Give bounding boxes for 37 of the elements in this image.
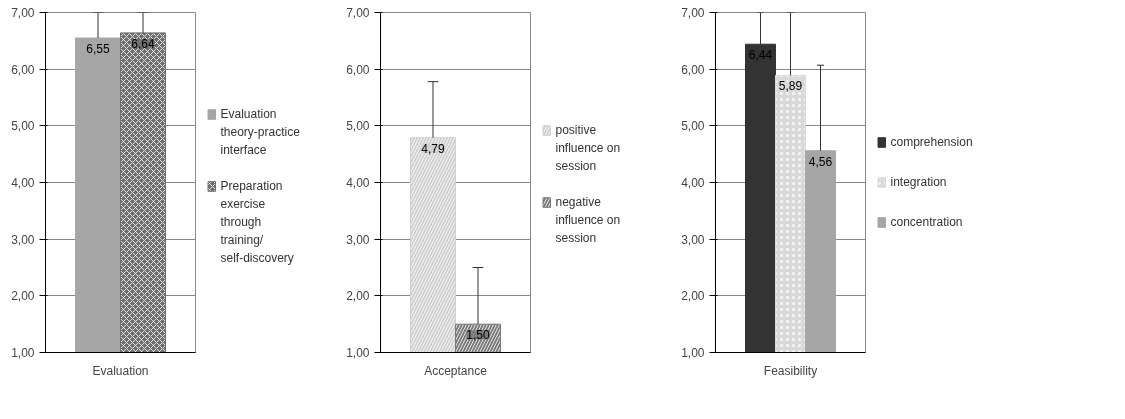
y-tick-label: 6,00 bbox=[681, 62, 705, 77]
y-tick-label: 7,00 bbox=[681, 6, 705, 20]
y-tick-label: 2,00 bbox=[681, 289, 705, 304]
y-tick-label: 6,00 bbox=[346, 62, 370, 77]
data-label: 4,79 bbox=[421, 141, 445, 156]
y-tick-label: 4,00 bbox=[11, 176, 35, 190]
legend-label: Preparation exercise through training/ self-discovery bbox=[220, 178, 294, 266]
y-tick-label: 1,00 bbox=[346, 346, 370, 360]
legend-label: Evaluation theory-practice interface bbox=[220, 106, 301, 157]
y-tick-label: 2,00 bbox=[11, 289, 35, 304]
x-tick-label: Feasibility bbox=[763, 363, 818, 378]
y-tick-label: 2,00 bbox=[346, 289, 370, 304]
y-tick-label: 6,00 bbox=[11, 62, 35, 77]
y-tick-label: 1,00 bbox=[11, 346, 35, 360]
y-tick-label: 4,00 bbox=[346, 176, 370, 190]
y-tick-label: 7,00 bbox=[346, 6, 370, 20]
x-tick-label: Evaluation bbox=[92, 363, 149, 378]
data-label: 4,56 bbox=[808, 154, 833, 169]
y-tick-label: 3,00 bbox=[681, 232, 705, 247]
x-tick-label: Acceptance bbox=[424, 363, 488, 378]
y-tick-label: 3,00 bbox=[346, 232, 370, 247]
y-tick-label: 5,00 bbox=[346, 119, 370, 134]
data-label: 6,64 bbox=[131, 36, 155, 51]
legend-label: integration bbox=[890, 174, 947, 189]
data-label: 6,55 bbox=[86, 42, 110, 56]
legend-label: concentration bbox=[890, 214, 963, 229]
legend-label: negative influence on session bbox=[555, 194, 621, 245]
data-label: 5,89 bbox=[778, 79, 803, 94]
y-tick-label: 3,00 bbox=[11, 232, 35, 247]
y-tick-label: 7,00 bbox=[11, 6, 35, 20]
y-tick-label: 1,00 bbox=[681, 346, 705, 360]
y-tick-label: 5,00 bbox=[681, 119, 705, 134]
y-tick-label: 4,00 bbox=[681, 176, 705, 190]
data-label: 1,50 bbox=[466, 328, 490, 343]
y-tick-label: 5,00 bbox=[11, 119, 35, 134]
legend-label: positive influence on session bbox=[555, 122, 621, 173]
legend-label: comprehension bbox=[890, 134, 973, 149]
